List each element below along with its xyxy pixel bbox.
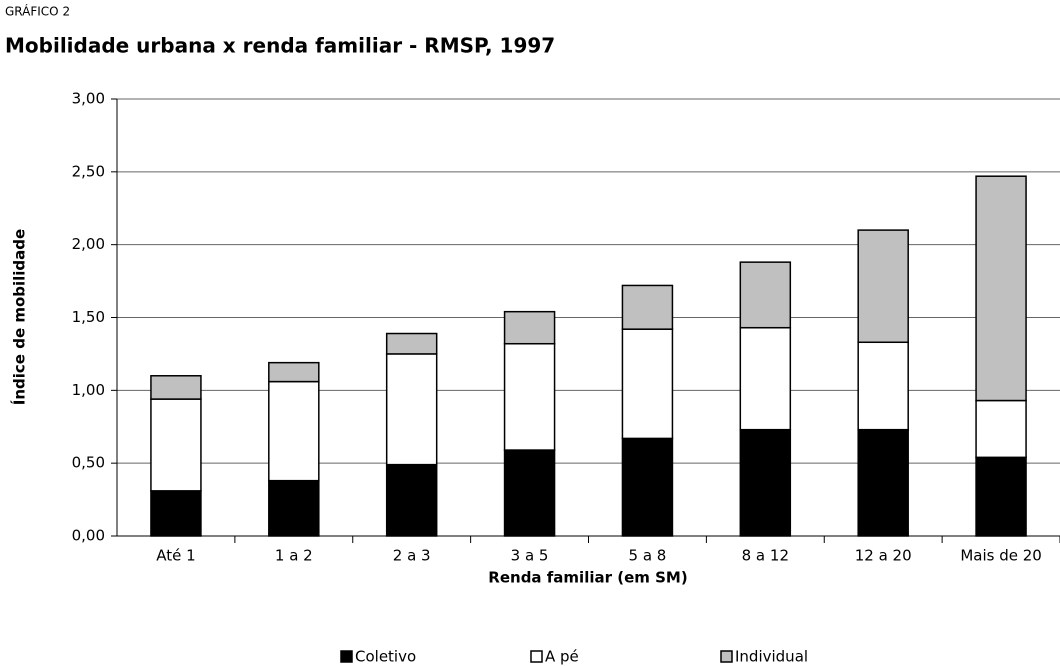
chart-kicker: GRÁFICO 2 xyxy=(5,4,70,19)
legend-label: Coletivo xyxy=(355,648,416,666)
legend-label: A pé xyxy=(545,648,579,666)
legend-swatch xyxy=(720,650,733,663)
x-tick-label: 8 a 12 xyxy=(742,547,789,565)
y-tick-label: 0,00 xyxy=(72,527,105,545)
bar-segment xyxy=(503,449,556,537)
bar-segment xyxy=(739,261,792,329)
y-tick-label: 3,00 xyxy=(72,90,105,108)
y-tick-label: 1,50 xyxy=(72,308,105,326)
x-axis-label: Renda familiar (em SM) xyxy=(488,569,687,587)
x-tick-label: 1 a 2 xyxy=(275,547,313,565)
bar-segment xyxy=(621,437,674,537)
bar-segment xyxy=(975,456,1027,537)
bar-segment xyxy=(150,398,202,492)
x-tick-label: 2 a 3 xyxy=(393,547,431,565)
y-tick-label: 0,50 xyxy=(72,454,105,472)
y-tick-label: 2,50 xyxy=(72,162,105,180)
bar-segment xyxy=(503,342,556,451)
bar-segment xyxy=(268,380,320,482)
bar-segment xyxy=(385,463,438,537)
y-tick-label: 2,00 xyxy=(72,235,105,253)
bar-segment xyxy=(503,310,556,345)
bar-segment xyxy=(739,428,792,537)
chart-title: Mobilidade urbana x renda familiar - RMS… xyxy=(5,34,555,58)
bar-segment xyxy=(857,428,909,537)
bar-segment xyxy=(975,399,1027,459)
bar-segment xyxy=(385,332,438,355)
bar-segment xyxy=(268,479,320,537)
x-tick-label: 12 a 20 xyxy=(855,547,912,565)
bar-segment xyxy=(857,341,909,431)
bar-segment xyxy=(857,229,909,344)
bar-segment xyxy=(621,284,674,330)
bar-segment xyxy=(268,361,320,383)
x-tick-label: Mais de 20 xyxy=(960,547,1042,565)
bar-segment xyxy=(150,490,202,537)
bar-segment xyxy=(975,175,1027,402)
bar-segment xyxy=(150,375,202,400)
x-tick-label: Até 1 xyxy=(156,547,195,565)
y-axis-label: Índice de mobilidade xyxy=(10,229,29,405)
legend-swatch xyxy=(340,650,353,663)
x-tick-label: 3 a 5 xyxy=(511,547,549,565)
bar-segment xyxy=(385,353,438,466)
y-tick-label: 1,00 xyxy=(72,381,105,399)
bar-segment xyxy=(739,326,792,431)
bar-segment xyxy=(621,328,674,440)
legend-label: Individual xyxy=(735,648,808,666)
x-tick-label: 5 a 8 xyxy=(629,547,667,565)
legend-swatch xyxy=(530,650,543,663)
